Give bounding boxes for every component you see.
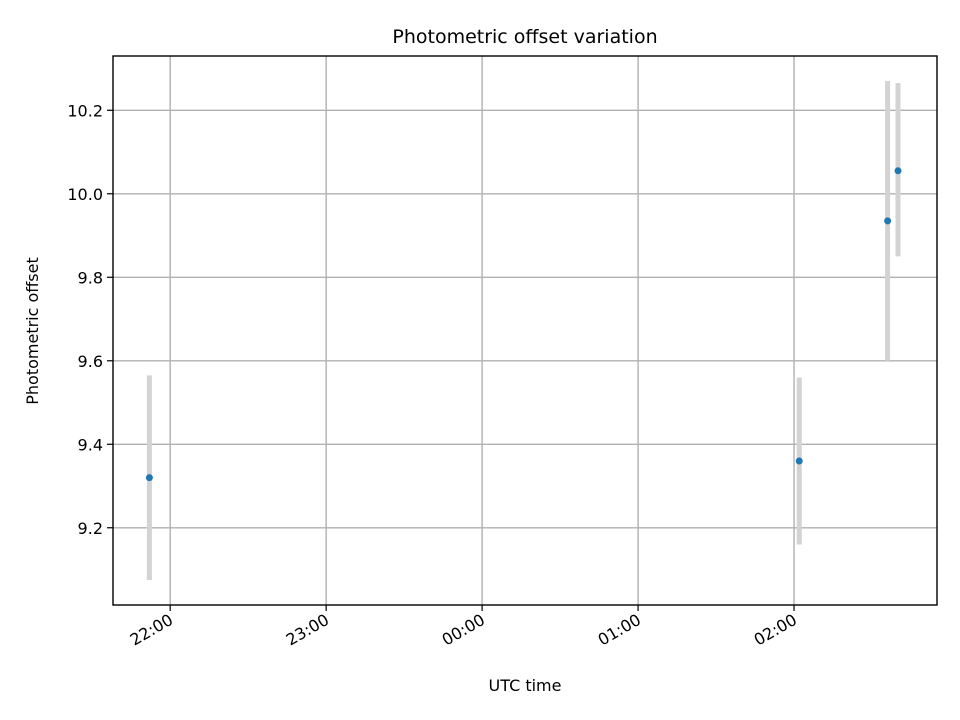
- data-point: [894, 167, 902, 175]
- data-point: [795, 457, 803, 465]
- y-axis-label: Photometric offset: [23, 257, 42, 405]
- x-tick-label: 01:00: [595, 610, 644, 650]
- plot-frame: [112, 55, 938, 606]
- x-tick-label: 00:00: [439, 610, 488, 650]
- y-axis: 9.2 9.4 9.6 9.8 10.0 10.2: [67, 101, 113, 538]
- y-tick-label: 9.4: [78, 435, 103, 454]
- x-axis: 22:00 23:00 00:00 01:00 02:00: [127, 605, 800, 650]
- grid: [113, 56, 937, 605]
- y-tick-label: 10.2: [67, 101, 103, 120]
- y-tick-label: 10.0: [67, 185, 103, 204]
- x-axis-label: UTC time: [489, 676, 562, 695]
- x-tick-label: 22:00: [127, 610, 176, 650]
- chart-title: Photometric offset variation: [392, 26, 657, 48]
- x-tick-label: 02:00: [751, 610, 800, 650]
- y-tick-label: 9.8: [78, 268, 103, 287]
- data-point: [145, 474, 153, 482]
- y-tick-label: 9.6: [78, 352, 103, 371]
- y-tick-label: 9.2: [78, 519, 103, 538]
- data-points: [145, 167, 902, 482]
- x-tick-label: 23:00: [283, 610, 332, 650]
- error-bars: [146, 81, 901, 580]
- data-point: [884, 217, 892, 225]
